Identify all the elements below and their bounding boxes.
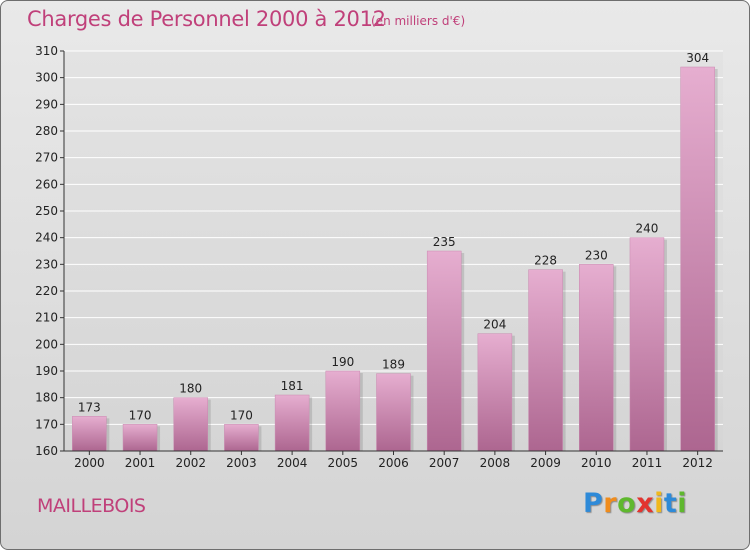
- x-tick-label-2012: 2012: [682, 456, 713, 470]
- bar-2009: [528, 269, 563, 452]
- data-label-2005: 190: [331, 355, 354, 369]
- y-tick-label: 260: [35, 177, 58, 191]
- data-label-2012: 304: [686, 51, 709, 65]
- data-label-2009: 228: [534, 254, 557, 268]
- chart-title: Charges de Personnel 2000 à 2012: [27, 7, 386, 31]
- y-tick-label: 210: [35, 311, 58, 325]
- data-label-2011: 240: [636, 222, 659, 236]
- y-tick-label: 270: [35, 151, 58, 165]
- x-tick-label-2002: 2002: [175, 456, 206, 470]
- y-tick-label: 200: [35, 337, 58, 351]
- chart-subtitle: (en milliers d'€): [371, 14, 466, 28]
- logo-letter: o: [617, 488, 637, 519]
- data-label-2000: 173: [78, 400, 101, 414]
- bar-2001: [122, 424, 158, 452]
- y-tick-label: 160: [35, 444, 58, 458]
- logo-letter: t: [663, 488, 678, 519]
- bar-2011: [629, 237, 665, 452]
- y-tick-label: 310: [35, 44, 58, 58]
- bar-2012: [680, 66, 715, 452]
- data-label-2004: 181: [281, 379, 304, 393]
- bar-2008: [477, 333, 513, 452]
- commune-name: MAILLEBOIS: [37, 495, 146, 517]
- x-tick-label-2006: 2006: [378, 456, 409, 470]
- x-tick-label-2009: 2009: [530, 456, 561, 470]
- logo-letter: P: [583, 488, 604, 519]
- y-tick-label: 280: [35, 124, 58, 138]
- bar-2000: [72, 416, 107, 452]
- proxiti-logo: Proxiti: [583, 488, 687, 519]
- data-label-2007: 235: [433, 235, 456, 249]
- bar-2010: [579, 264, 614, 452]
- data-label-2008: 204: [483, 318, 506, 332]
- bar-2004: [274, 394, 310, 452]
- logo-letter: r: [603, 488, 618, 519]
- bar-2006: [376, 373, 411, 452]
- data-label-2002: 180: [179, 382, 202, 396]
- y-tick-label: 240: [35, 231, 58, 245]
- y-tick-label: 190: [35, 364, 58, 378]
- data-label-2010: 230: [585, 248, 608, 262]
- y-tick-label: 220: [35, 284, 58, 298]
- logo-letter: x: [636, 488, 655, 519]
- y-tick-label: 290: [35, 97, 58, 111]
- bar-2005: [325, 370, 361, 452]
- y-tick-label: 300: [35, 71, 58, 85]
- data-label-2003: 170: [230, 408, 253, 422]
- x-tick-label-2007: 2007: [429, 456, 460, 470]
- bar-2002: [173, 397, 208, 452]
- y-tick-label: 230: [35, 257, 58, 271]
- data-label-2001: 170: [129, 408, 152, 422]
- bar-2003: [224, 424, 259, 452]
- x-tick-label-2005: 2005: [328, 456, 359, 470]
- x-tick-label-2004: 2004: [277, 456, 308, 470]
- bar-2007: [426, 250, 462, 452]
- logo-letter: i: [677, 488, 688, 519]
- x-tick-label-2003: 2003: [226, 456, 257, 470]
- data-label-2006: 189: [382, 358, 405, 372]
- x-tick-label-2011: 2011: [632, 456, 663, 470]
- x-tick-label-2010: 2010: [581, 456, 612, 470]
- y-tick-label: 170: [35, 417, 58, 431]
- x-tick-label-2008: 2008: [480, 456, 511, 470]
- x-tick-label-2001: 2001: [125, 456, 156, 470]
- y-tick-label: 180: [35, 391, 58, 405]
- y-tick-label: 250: [35, 204, 58, 218]
- logo-letter: i: [654, 488, 664, 519]
- x-tick-label-2000: 2000: [74, 456, 105, 470]
